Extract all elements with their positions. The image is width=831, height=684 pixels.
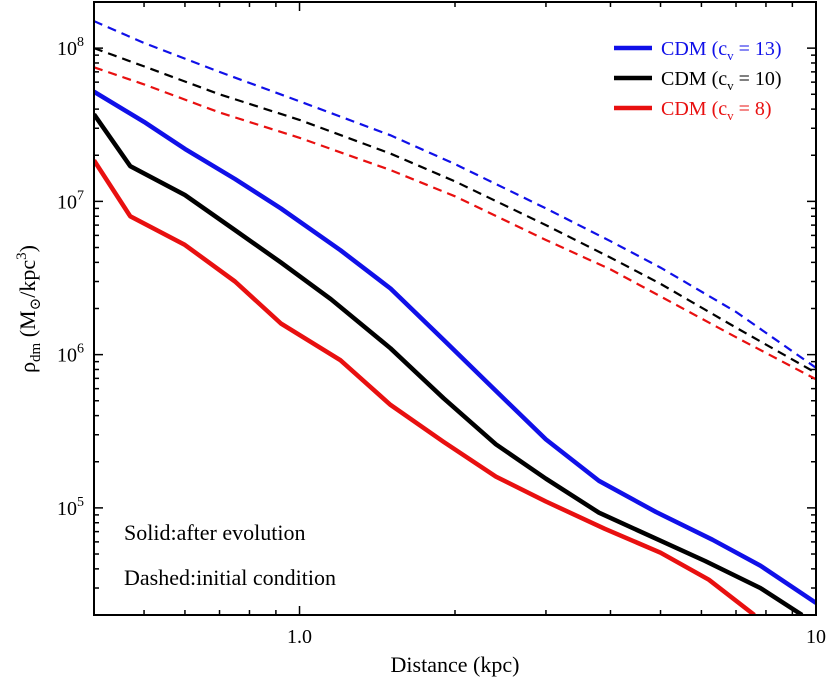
legend-label-0: CDM (cv = 13) bbox=[661, 38, 782, 63]
y-tick-base: 10 bbox=[57, 38, 77, 60]
legend-label-sub: v bbox=[727, 48, 734, 63]
legend-label-main: CDM (c bbox=[661, 68, 727, 90]
y-label-unit-mid: /kpc bbox=[15, 260, 40, 298]
x-tick-label: 10 bbox=[806, 626, 826, 648]
y-tick-label: 105 bbox=[57, 495, 84, 520]
y-tick-label: 108 bbox=[57, 35, 84, 60]
y-tick-base: 10 bbox=[57, 191, 77, 213]
legend-label-sub: v bbox=[727, 108, 734, 123]
y-tick-exponent: 5 bbox=[77, 495, 84, 510]
legend-label-2: CDM (cv = 8) bbox=[661, 98, 772, 123]
legend-label-1: CDM (cv = 10) bbox=[661, 68, 782, 93]
x-axis-label: Distance (kpc) bbox=[391, 652, 520, 677]
series-2-initial-dashed-line bbox=[94, 66, 816, 381]
annotation-dashed: Dashed:initial condition bbox=[124, 565, 336, 590]
legend-label-sub: v bbox=[727, 78, 734, 93]
series-lines bbox=[94, 20, 816, 615]
y-tick-label: 106 bbox=[57, 342, 84, 367]
y-tick-exponent: 6 bbox=[77, 342, 84, 357]
annotation-solid: Solid:after evolution bbox=[124, 520, 305, 545]
y-tick-base: 10 bbox=[57, 345, 77, 367]
legend-label-rest: = 8) bbox=[734, 98, 772, 120]
legend-label-main: CDM (c bbox=[661, 38, 727, 60]
series-2-evolved-solid-line bbox=[94, 159, 756, 615]
legend-label-main: CDM (c bbox=[661, 98, 727, 120]
legend-label-rest: = 13) bbox=[734, 38, 782, 60]
series-1-initial-dashed-line bbox=[94, 47, 816, 374]
y-axis-label: ρdm (M⊙/kpc3) bbox=[14, 245, 44, 373]
y-label-sub: dm bbox=[28, 342, 44, 362]
y-tick-label: 107 bbox=[57, 188, 84, 213]
legend-label-rest: = 10) bbox=[734, 68, 782, 90]
y-label-unit-close: ) bbox=[15, 245, 40, 252]
series-1-evolved-solid-line bbox=[94, 113, 804, 615]
x-tick-label: 1.0 bbox=[287, 626, 312, 648]
series-0-initial-dashed-line bbox=[94, 20, 816, 369]
y-tick-exponent: 8 bbox=[77, 35, 84, 50]
y-tick-base: 10 bbox=[57, 498, 77, 520]
series-0-evolved-solid-line bbox=[94, 89, 816, 605]
legend: CDM (cv = 13)CDM (cv = 10)CDM (cv = 8) bbox=[614, 38, 782, 123]
y-label-sun: ⊙ bbox=[28, 298, 44, 311]
y-label-sup: 3 bbox=[14, 252, 30, 260]
plot-frame bbox=[93, 1, 817, 616]
y-label-unit-open: (M bbox=[15, 310, 40, 342]
y-label-rho: ρ bbox=[15, 362, 40, 373]
y-tick-exponent: 7 bbox=[77, 188, 84, 203]
